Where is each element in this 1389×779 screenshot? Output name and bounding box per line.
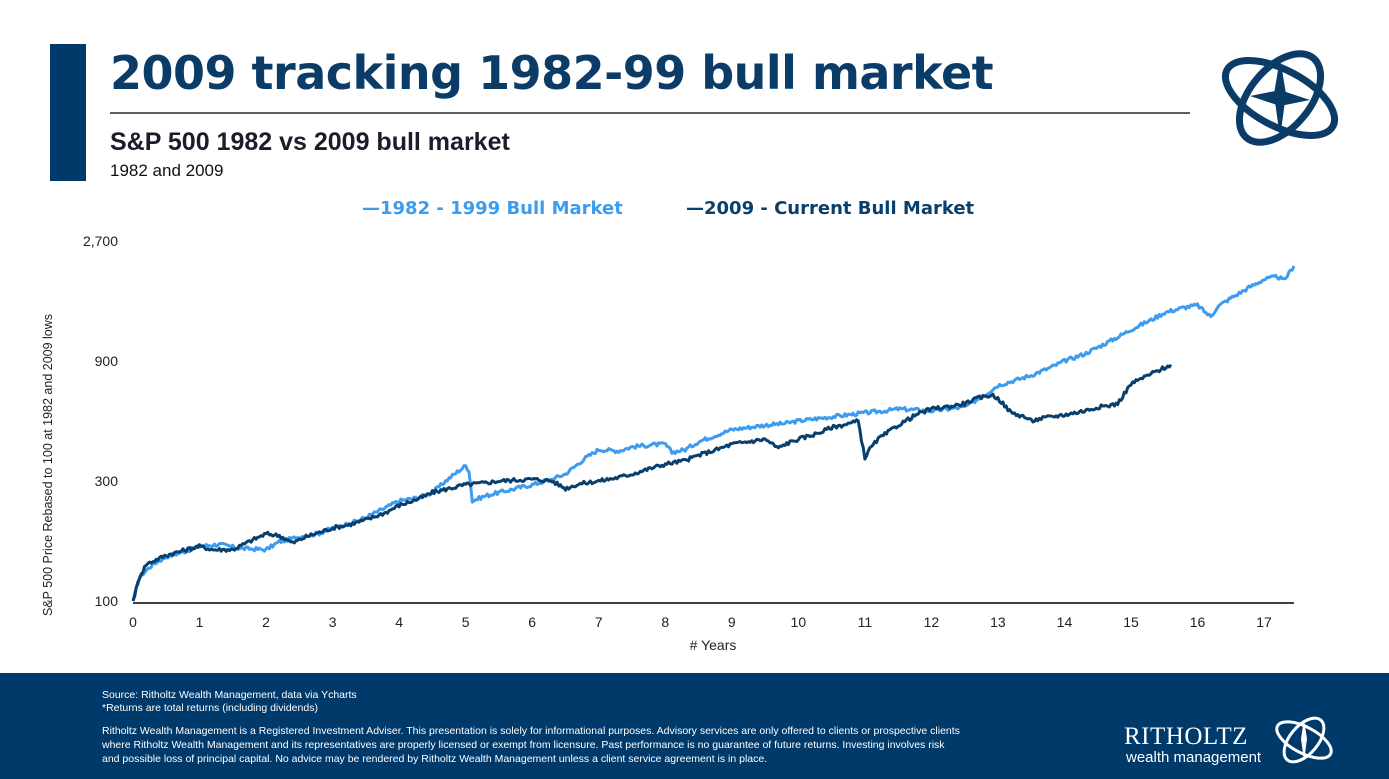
page-title: 2009 tracking 1982-99 bull market [110, 46, 994, 100]
x-tick-label: 17 [1256, 614, 1272, 630]
y-tick-label: 2,700 [83, 233, 118, 249]
x-tick-label: 0 [129, 614, 137, 630]
x-tick-label: 3 [329, 614, 337, 630]
x-tick-label: 2 [262, 614, 270, 630]
x-tick-label: 12 [924, 614, 940, 630]
series-line-2009 [131, 363, 1173, 602]
x-tick-label: 9 [728, 614, 736, 630]
x-tick-label: 16 [1190, 614, 1206, 630]
x-tick-label: 11 [858, 614, 873, 630]
line-chart: S&P 500 Price Rebased to 100 at 1982 and… [41, 233, 1296, 653]
y-axis-label: S&P 500 Price Rebased to 100 at 1982 and… [41, 314, 55, 616]
footer-disclaimer: Ritholtz Wealth Management is a Register… [102, 725, 960, 765]
series-line-1982 [131, 265, 1296, 602]
footer-source: Source: Ritholtz Wealth Management, data… [102, 689, 357, 701]
chart-subsubtitle: 1982 and 2009 [110, 161, 224, 180]
x-tick-label: 8 [661, 614, 669, 630]
title-divider [110, 112, 1190, 114]
x-tick-label: 6 [528, 614, 536, 630]
x-tick-label: 15 [1123, 614, 1139, 630]
y-tick-label: 300 [95, 473, 119, 489]
footer-compass-logo-icon [1275, 716, 1333, 764]
x-tick-label: 1 [196, 614, 204, 630]
footer-note: *Returns are total returns (including di… [102, 702, 318, 714]
footer-source-block: Source: Ritholtz Wealth Management, data… [102, 689, 357, 715]
chart-subtitle: S&P 500 1982 vs 2009 bull market [110, 128, 510, 156]
x-tick-label: 7 [595, 614, 603, 630]
legend-label-2009: —2009 - Current Bull Market [686, 198, 975, 219]
y-tick-label: 100 [95, 593, 119, 609]
y-tick-label: 900 [95, 353, 119, 369]
x-tick-label: 14 [1057, 614, 1073, 630]
x-tick-label: 4 [395, 614, 403, 630]
title-accent-bar [50, 44, 86, 181]
x-axis-label: # Years [690, 637, 737, 653]
legend-item-2009: —2009 - Current Bull Market [686, 198, 974, 219]
footer-logo: RITHOLTZ wealth management [1124, 711, 1339, 771]
footer: Source: Ritholtz Wealth Management, data… [0, 673, 1389, 779]
legend-item-1982: —1982 - 1999 Bull Market [362, 198, 623, 219]
x-tick-label: 10 [791, 614, 807, 630]
footer-logo-subtext: wealth management [1126, 749, 1262, 766]
x-tick-label: 13 [990, 614, 1006, 630]
footer-logo-wordmark: RITHOLTZ [1124, 723, 1248, 750]
chart-legend: —1982 - 1999 Bull Market —2009 - Current… [0, 198, 1389, 224]
x-tick-label: 5 [462, 614, 470, 630]
legend-label-1982: —1982 - 1999 Bull Market [362, 198, 623, 219]
compass-rings-logo-icon [1221, 50, 1339, 146]
